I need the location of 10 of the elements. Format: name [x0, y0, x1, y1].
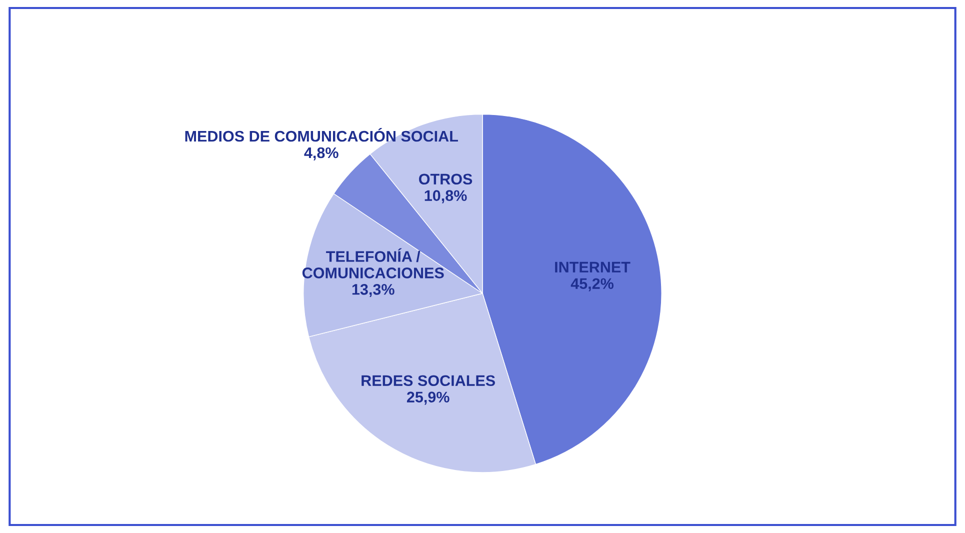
slice-label: MEDIOS DE COMUNICACIÓN SOCIAL — [185, 128, 458, 142]
data-label: 13,3% — [352, 284, 394, 298]
data-label: 10,8% — [424, 190, 467, 204]
slice-label: REDES SOCIALES — [362, 375, 495, 386]
slice-label: TELEFONÍA / COMUNICACIONES — [302, 248, 444, 278]
data-label: 25,9% — [406, 392, 450, 405]
slice-label: INTERNET — [555, 262, 630, 272]
data-label: 4,8% — [304, 147, 338, 160]
data-label: 45,2% — [570, 278, 614, 292]
slice-label: OTROS — [419, 174, 472, 185]
